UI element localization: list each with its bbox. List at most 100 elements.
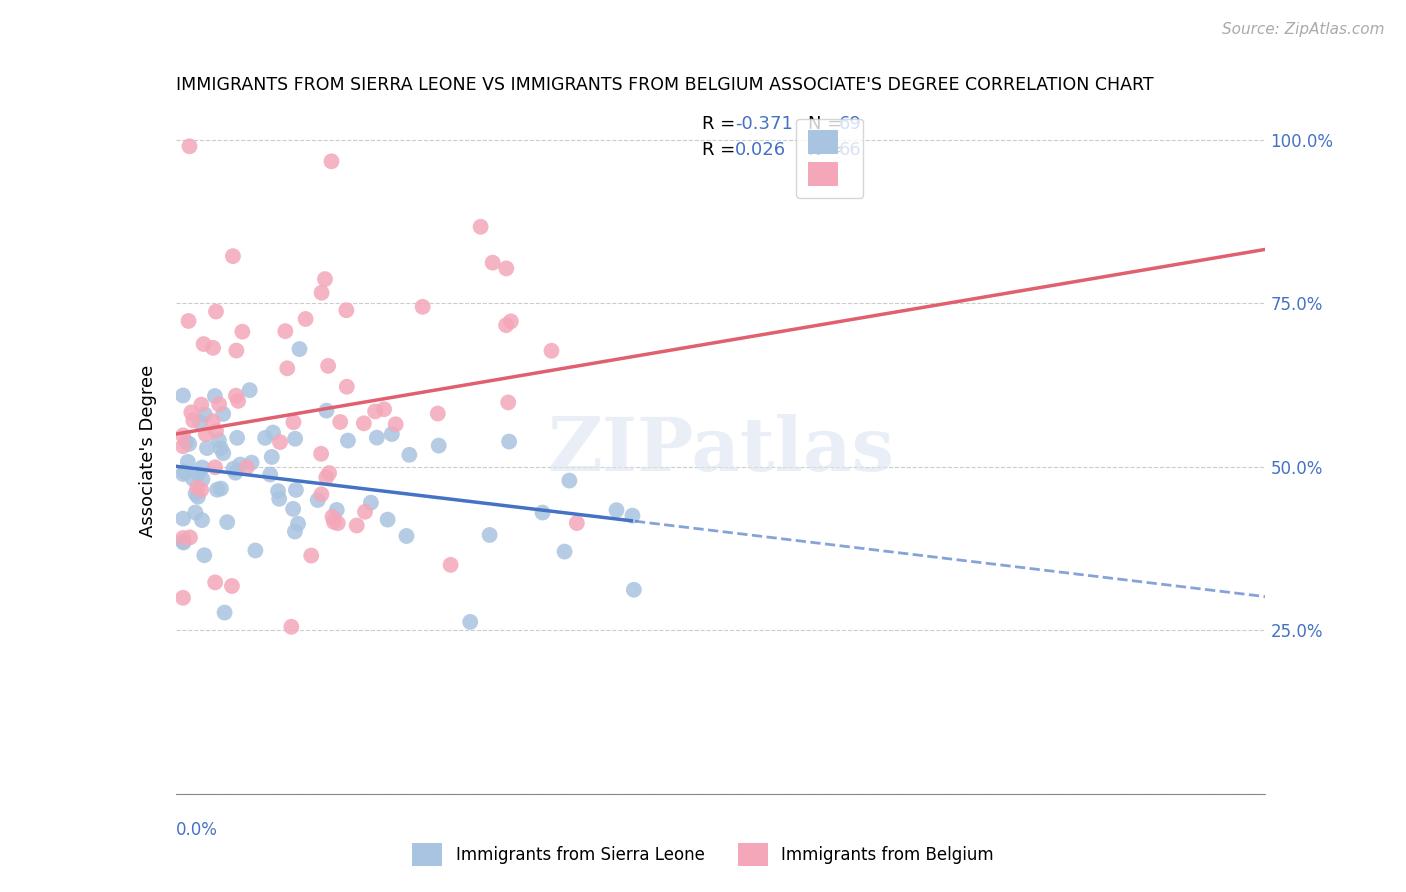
Point <box>195 441 218 455</box>
Point <box>426 407 449 421</box>
Point <box>412 300 434 314</box>
Point <box>190 483 212 497</box>
Point <box>204 460 226 475</box>
Point <box>191 513 214 527</box>
Point <box>499 314 522 328</box>
Point <box>172 439 194 453</box>
Point <box>191 472 214 486</box>
Point <box>186 481 208 495</box>
Point <box>605 503 627 517</box>
Text: 0.0%: 0.0% <box>176 822 218 839</box>
Point <box>269 491 291 506</box>
Point <box>284 524 307 539</box>
Point <box>188 416 211 430</box>
Point <box>315 470 337 484</box>
Point <box>284 432 307 446</box>
Point <box>172 531 194 545</box>
Text: R =: R = <box>702 115 741 133</box>
Point <box>229 458 252 472</box>
Point <box>623 582 645 597</box>
Point <box>311 285 333 300</box>
Point <box>440 558 463 572</box>
Point <box>205 304 228 318</box>
Text: 69: 69 <box>838 115 860 133</box>
Point <box>262 425 284 440</box>
Point <box>478 528 501 542</box>
Y-axis label: Associate's Degree: Associate's Degree <box>139 364 157 537</box>
Point <box>276 361 298 376</box>
Point <box>205 424 228 438</box>
Point <box>177 455 200 469</box>
Point <box>280 620 302 634</box>
Point <box>231 325 253 339</box>
Point <box>190 398 212 412</box>
Point <box>326 503 349 517</box>
Point <box>201 414 224 428</box>
Point <box>323 515 346 529</box>
Point <box>172 388 194 402</box>
Point <box>180 405 202 419</box>
Point <box>294 312 316 326</box>
Point <box>260 450 283 464</box>
Text: N =: N = <box>807 141 848 159</box>
Text: ZIPatlas: ZIPatlas <box>547 414 894 487</box>
Point <box>364 404 387 418</box>
Point <box>222 462 245 476</box>
Point <box>226 431 249 445</box>
Point <box>287 516 309 531</box>
Text: R =: R = <box>702 141 741 159</box>
Point <box>184 506 207 520</box>
Point <box>373 402 395 417</box>
Point <box>353 417 375 431</box>
Point <box>346 518 368 533</box>
Legend: Immigrants from Sierra Leone, Immigrants from Belgium: Immigrants from Sierra Leone, Immigrants… <box>405 836 1001 873</box>
Point <box>354 505 377 519</box>
Point <box>398 448 420 462</box>
Point <box>172 428 194 442</box>
Text: 0.026: 0.026 <box>735 141 786 159</box>
Point <box>225 389 247 403</box>
Point <box>321 509 343 524</box>
Point <box>245 543 267 558</box>
Point <box>311 487 333 501</box>
Point <box>226 393 249 408</box>
Point <box>565 516 588 530</box>
Point <box>179 437 201 451</box>
Point <box>315 403 337 417</box>
Point <box>187 467 209 481</box>
Point <box>194 427 217 442</box>
Point <box>172 534 194 549</box>
Point <box>179 530 201 544</box>
Point <box>269 435 291 450</box>
Point <box>558 474 581 488</box>
Point <box>173 465 195 479</box>
Point <box>267 484 290 499</box>
Point <box>314 272 336 286</box>
Point <box>208 434 231 448</box>
Point <box>254 431 277 445</box>
Point <box>212 407 235 421</box>
Point <box>326 516 349 531</box>
Point <box>191 460 214 475</box>
Point <box>540 343 562 358</box>
Point <box>187 490 209 504</box>
Point <box>222 249 245 263</box>
Point <box>621 508 644 523</box>
Point <box>181 413 204 427</box>
Point <box>299 549 322 563</box>
Point <box>281 501 304 516</box>
Point <box>209 441 232 455</box>
Point <box>309 447 332 461</box>
Point <box>202 341 225 355</box>
Point <box>174 434 197 449</box>
Point <box>204 389 226 403</box>
Point <box>395 529 418 543</box>
Point <box>239 383 262 397</box>
Point <box>224 466 246 480</box>
Point <box>495 318 517 333</box>
Point <box>172 591 194 605</box>
Point <box>217 515 239 529</box>
Point <box>481 255 503 269</box>
Point <box>470 219 492 234</box>
Point <box>307 493 329 508</box>
